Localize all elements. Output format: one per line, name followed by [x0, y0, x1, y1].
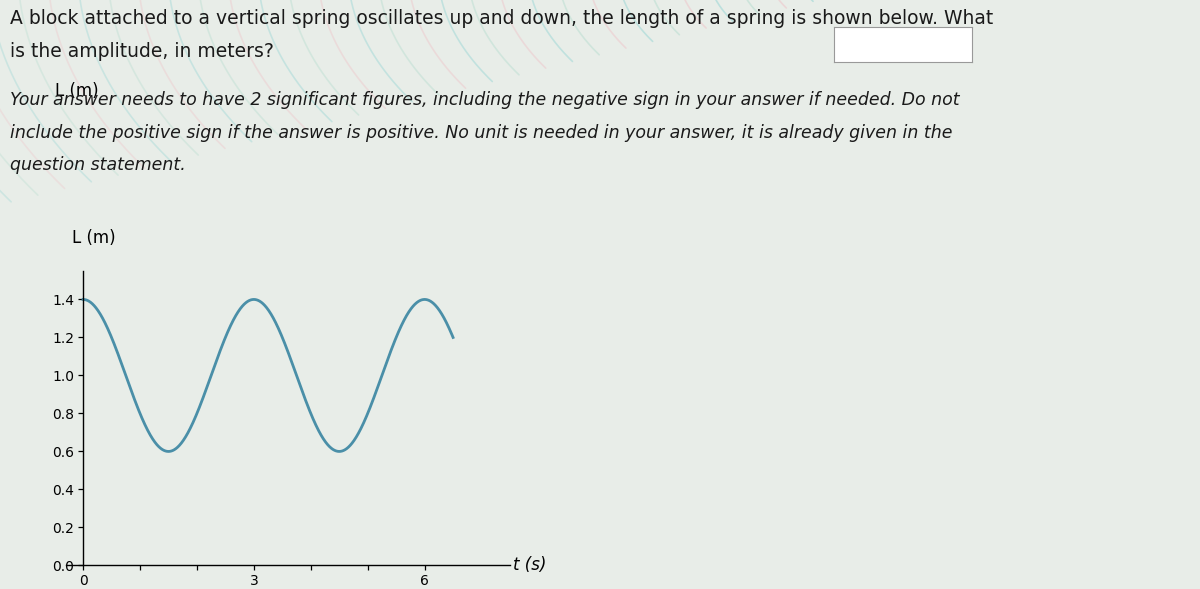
Text: include the positive sign if the answer is positive. No unit is needed in your a: include the positive sign if the answer … [10, 124, 952, 142]
Text: question statement.: question statement. [10, 156, 185, 174]
Text: L (m): L (m) [72, 229, 115, 247]
Text: is the amplitude, in meters?: is the amplitude, in meters? [10, 42, 274, 61]
Text: L (m): L (m) [55, 82, 98, 100]
Text: t (s): t (s) [512, 557, 546, 574]
Text: Your answer needs to have 2 significant figures, including the negative sign in : Your answer needs to have 2 significant … [10, 91, 959, 110]
Text: A block attached to a vertical spring oscillates up and down, the length of a sp: A block attached to a vertical spring os… [10, 9, 992, 28]
